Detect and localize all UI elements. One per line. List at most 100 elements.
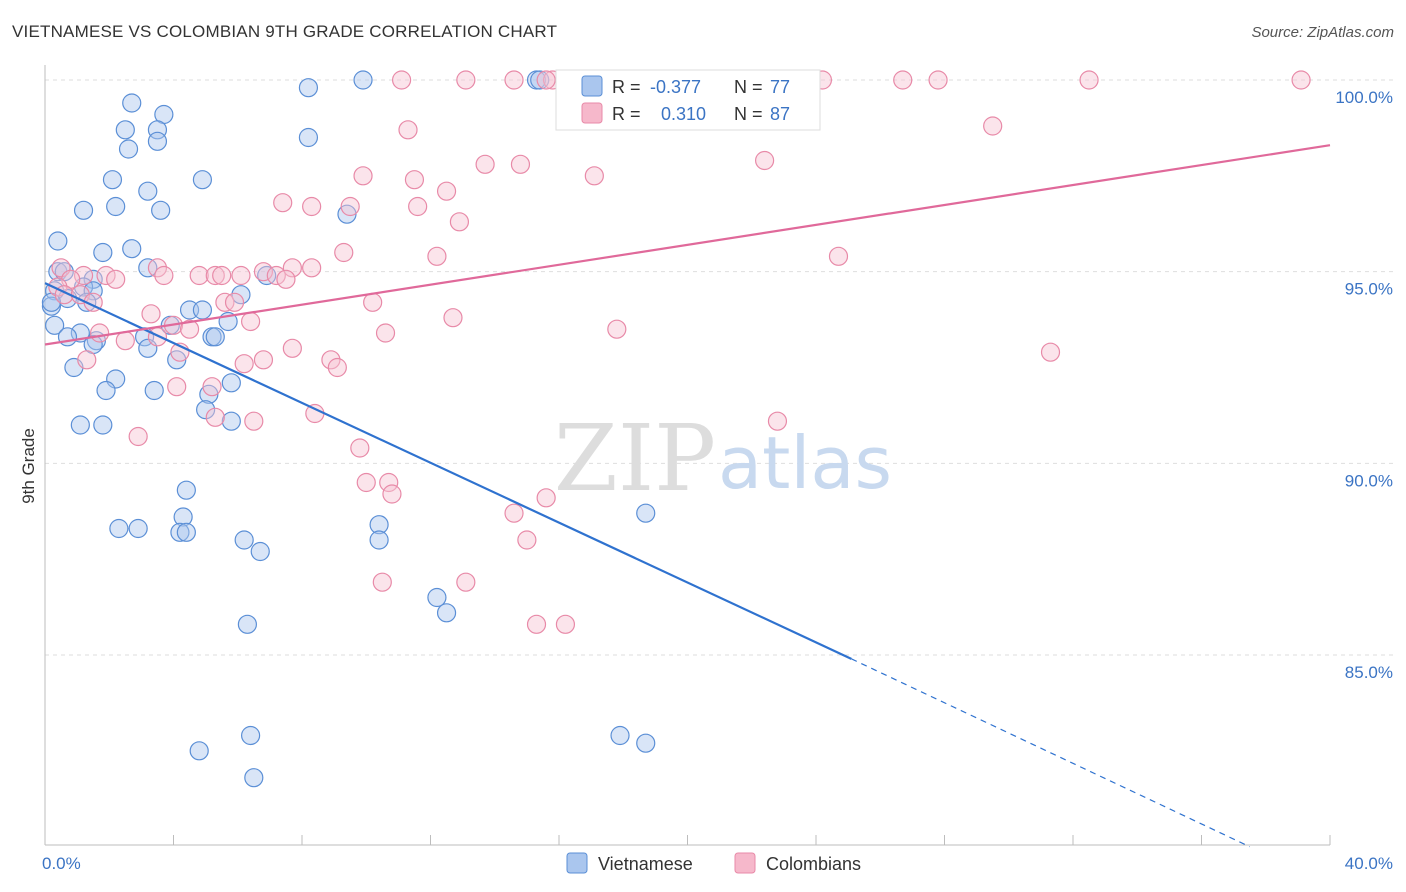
chart-title: VIETNAMESE VS COLOMBIAN 9TH GRADE CORREL… [12,22,558,41]
colombian-point [1040,342,1061,362]
vietnamese-point [83,281,103,301]
colombian-points [48,70,1311,634]
colombian-point [340,196,360,217]
vietnamese-point [48,231,68,251]
colombian-point [517,530,537,550]
vietnamese-point [93,242,113,263]
colombian-point [536,488,556,508]
colombian-point [828,246,849,266]
colombian-point [754,150,775,171]
colombian-point [273,193,293,213]
tick-labels: 85.0% 90.0% 95.0% 100.0% 0.0% 40.0% [42,88,1393,873]
colombian-point [302,196,322,217]
colombian-point [244,411,264,431]
legend-swatch-vietnamese [581,75,603,97]
colombian-point [302,258,322,278]
legend-n-label: N = [734,77,763,97]
colombian-point [356,472,376,493]
vietnamese-point [196,400,216,420]
y-tick-label: 90.0% [1345,471,1393,490]
trend-lines [44,144,1331,848]
vietnamese-point [231,285,251,305]
colombian-point [73,265,94,286]
colombian-point [456,572,476,592]
vietnamese-points [41,70,656,788]
vietnamese-point [147,131,168,151]
vietnamese-point [250,541,270,562]
colombian-point [983,116,1003,136]
colombian-trend-line [44,144,1331,346]
watermark-zip: ZIP [554,405,716,512]
legend-swatch-colombian [581,102,603,124]
vietnamese-point [221,411,241,431]
bottom-legend-swatch-vietnamese [566,852,588,874]
vietnamese-point [199,384,219,404]
colombian-point [928,70,948,90]
colombian-point [408,196,428,217]
vietnamese-point [192,300,213,320]
x-tick-label: 40.0% [1345,854,1393,873]
vietnamese-point [70,415,90,435]
vietnamese-point [147,120,168,140]
vietnamese-point [96,380,116,401]
colombian-point [436,181,457,201]
colombian-point [106,269,126,289]
colombian-point [404,170,425,190]
colombian-point [375,323,396,343]
colombian-point [276,269,296,289]
vietnamese-point [93,415,113,435]
colombian-point [1079,70,1099,90]
bottom-legend-colombian: Colombians [766,854,861,874]
legend-r-label: R = [612,77,641,97]
colombian-point [253,350,274,370]
vietnamese-point [176,480,196,500]
bottom-legend-vietnamese: Vietnamese [598,854,693,874]
colombian-point [526,614,547,634]
watermark: ZIP atlas [554,405,892,512]
colombian-point [147,327,168,347]
vietnamese-point [427,587,447,608]
colombian-point [449,212,470,232]
vietnamese-point [298,78,319,98]
colombian-point [363,292,383,312]
colombian-point [115,331,135,351]
colombian-point [241,311,261,332]
bottom-legend: Vietnamese Colombians [566,852,861,874]
colombian-point [767,411,788,431]
colombian-point [154,265,174,286]
vietnamese-point [144,380,164,401]
colombian-point [128,426,148,447]
colombian-point [607,319,627,339]
vietnamese-point [73,200,94,220]
legend-n-label: N = [734,104,763,124]
vietnamese-point [57,327,78,347]
vietnamese-point [115,120,135,140]
colombian-point [234,354,254,374]
colombian-point [205,265,225,286]
colombian-point [205,407,225,427]
legend-r-label: R = [612,104,641,124]
vietnamese-point [109,518,129,539]
vietnamese-point [122,239,142,259]
colombian-point [253,262,274,282]
colombian-point [443,308,463,328]
vietnamese-point [151,200,171,220]
vietnamese-point [241,725,261,746]
colombian-point [282,258,302,278]
vietnamese-point [118,139,139,159]
vietnamese-point [167,350,187,370]
vietnamese-point [221,373,241,393]
colombian-point [510,154,531,174]
vietnamese-point [234,530,254,550]
watermark-atlas: atlas [718,421,892,505]
x-tick-label: 0.0% [42,854,81,873]
legend-r-value: -0.377 [650,77,701,97]
colombian-point [179,319,200,339]
colombian-point [327,357,347,378]
vietnamese-point [636,503,656,523]
y-axis-label: 9th Grade [19,428,38,504]
colombian-point [353,166,373,186]
colombian-point [555,614,576,634]
vietnamese-point [205,327,225,347]
